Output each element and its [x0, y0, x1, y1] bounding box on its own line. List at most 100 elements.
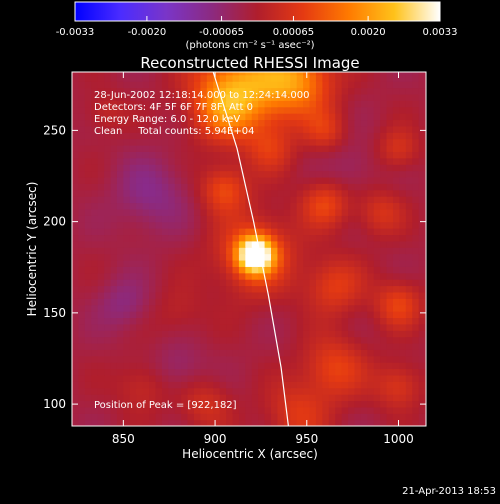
heatmap-cell [309, 419, 317, 426]
heatmap-cell [206, 202, 214, 210]
heatmap-cell [219, 374, 227, 382]
heatmap-cell [373, 132, 381, 140]
heatmap-cell [72, 266, 80, 274]
heatmap-cell [290, 113, 298, 121]
heatmap-cell [412, 387, 420, 395]
heatmap-cell [72, 196, 80, 204]
heatmap-cell [405, 368, 413, 376]
heatmap-cell [149, 381, 157, 389]
heatmap-cell [206, 119, 214, 127]
heatmap-cell [412, 138, 420, 146]
heatmap-cell [341, 311, 349, 319]
heatmap-cell [129, 381, 137, 389]
heatmap-cell [296, 253, 304, 261]
heatmap-cell [264, 317, 272, 325]
heatmap-cell [174, 266, 182, 274]
heatmap-cell [174, 202, 182, 210]
heatmap-cell [392, 362, 400, 370]
heatmap-cell [129, 74, 137, 82]
heatmap-cell [245, 272, 253, 280]
heatmap-cell [341, 355, 349, 363]
heatmap-cell [264, 374, 272, 382]
heatmap-cell [110, 374, 118, 382]
heatmap-cell [315, 106, 323, 114]
heatmap-cell [104, 413, 112, 421]
heatmap-cell [412, 311, 420, 319]
heatmap-cell [193, 413, 201, 421]
heatmap-cell [348, 272, 356, 280]
heatmap-cell [84, 183, 92, 191]
heatmap-cell [219, 330, 227, 338]
heatmap-cell [412, 87, 420, 95]
heatmap-cell [123, 323, 131, 331]
heatmap-cell [386, 164, 394, 172]
heatmap-cell [206, 183, 214, 191]
heatmap-cell [187, 368, 195, 376]
heatmap-cell [123, 304, 131, 312]
heatmap-cell [129, 196, 137, 204]
heatmap-cell [232, 291, 240, 299]
heatmap-cell [187, 87, 195, 95]
heatmap-cell [373, 368, 381, 376]
heatmap-cell [251, 291, 259, 299]
heatmap-cell [412, 381, 420, 389]
heatmap-cell [161, 374, 169, 382]
heatmap-cell [412, 157, 420, 165]
heatmap-cell [232, 106, 240, 114]
heatmap-cell [91, 349, 99, 357]
heatmap-cell [328, 81, 336, 89]
heatmap-cell [238, 240, 246, 248]
heatmap-cell [335, 259, 343, 267]
heatmap-cell [104, 330, 112, 338]
heatmap-cell [232, 234, 240, 242]
heatmap-cell [264, 279, 272, 287]
heatmap-cell [412, 119, 420, 127]
heatmap-cell [155, 125, 163, 133]
heatmap-cell [315, 113, 323, 121]
heatmap-cell [283, 138, 291, 146]
heatmap-cell [136, 323, 144, 331]
heatmap-cell [322, 240, 330, 248]
heatmap-cell [104, 323, 112, 331]
heatmap-cell [149, 221, 157, 229]
heatmap-cell [380, 228, 388, 236]
heatmap-cell [78, 196, 86, 204]
heatmap-cell [271, 106, 279, 114]
heatmap-cell [91, 176, 99, 184]
heatmap-cell [360, 291, 368, 299]
heatmap-cell [264, 240, 272, 248]
heatmap-cell [245, 87, 253, 95]
heatmap-cell [136, 164, 144, 172]
heatmap-cell [123, 247, 131, 255]
heatmap-cell [206, 272, 214, 280]
heatmap-cell [405, 336, 413, 344]
heatmap-cell [271, 266, 279, 274]
heatmap-cell [213, 323, 221, 331]
heatmap-cell [142, 100, 150, 108]
heatmap-cell [251, 125, 259, 133]
heatmap-cell [399, 170, 407, 178]
heatmap-cell [283, 234, 291, 242]
heatmap-cell [399, 119, 407, 127]
heatmap-cell [155, 419, 163, 426]
heatmap-cell [405, 311, 413, 319]
heatmap-cell [335, 279, 343, 287]
heatmap-cell [296, 196, 304, 204]
heatmap-cell [309, 362, 317, 370]
heatmap-cell [335, 413, 343, 421]
heatmap-cell [405, 125, 413, 133]
heatmap-cell [380, 368, 388, 376]
heatmap-cell [264, 87, 272, 95]
heatmap-cell [129, 291, 137, 299]
heatmap-cell [341, 323, 349, 331]
heatmap-cell [392, 266, 400, 274]
heatmap-cell [380, 394, 388, 402]
heatmap-cell [251, 183, 259, 191]
heatmap-cell [91, 298, 99, 306]
heatmap-cell [322, 291, 330, 299]
heatmap-cell [136, 221, 144, 229]
heatmap-cell [110, 93, 118, 101]
heatmap-cell [213, 279, 221, 287]
heatmap-cell [72, 170, 80, 178]
